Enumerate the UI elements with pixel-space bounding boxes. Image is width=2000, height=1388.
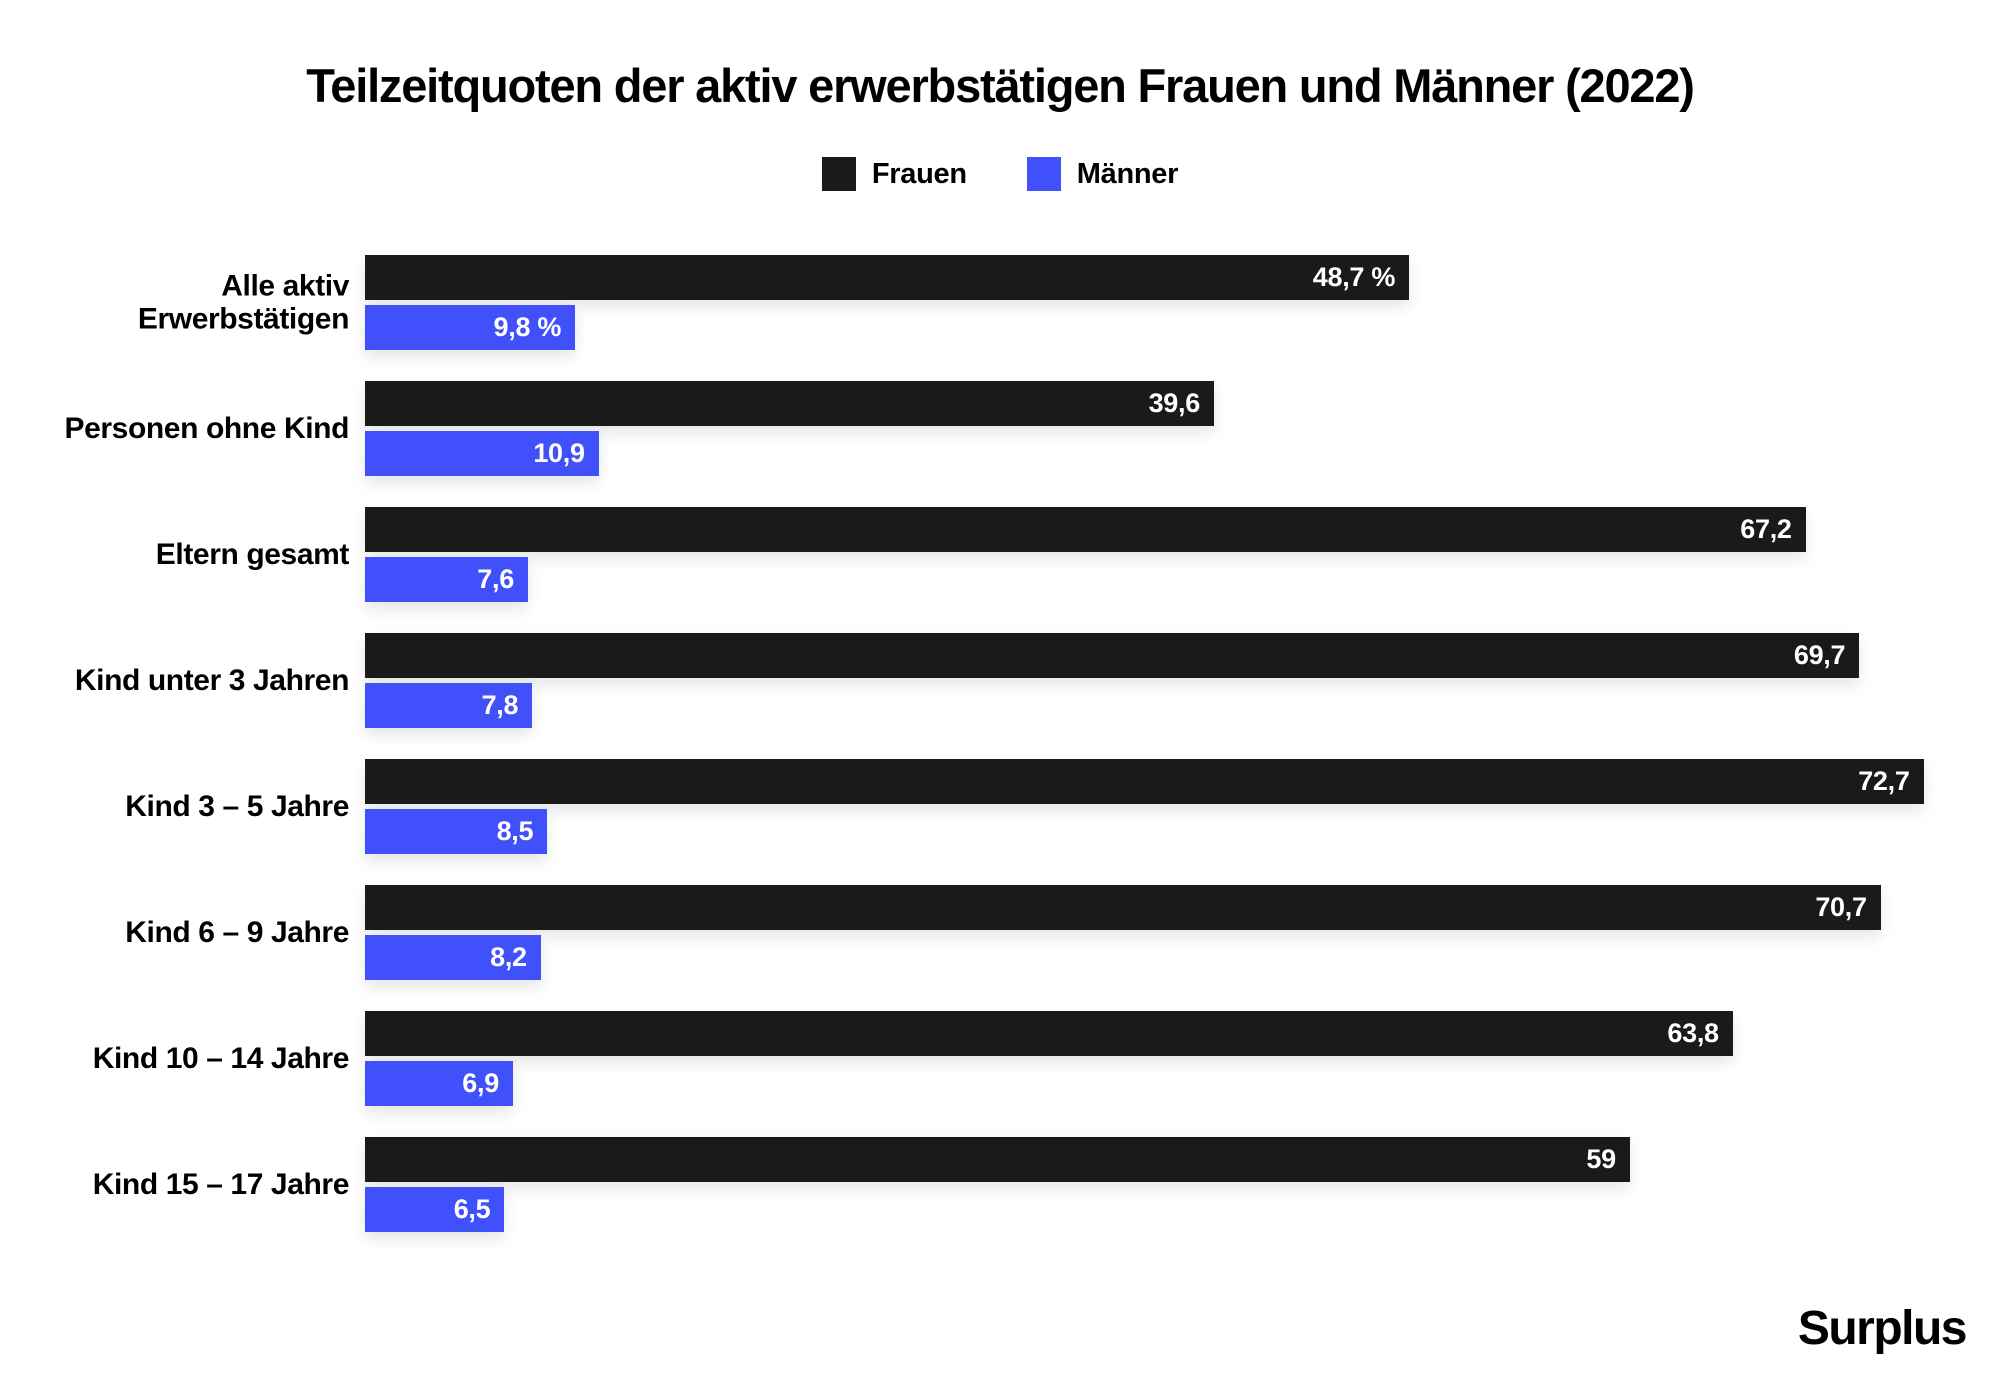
category-label: Kind 6 – 9 Jahre — [125, 915, 349, 949]
bar-maenner: 8,2 — [365, 935, 541, 980]
legend-label-maenner: Männer — [1076, 157, 1179, 190]
bar-value-label: 48,7 % — [1312, 262, 1396, 292]
bar-value-label: 70,7 — [1815, 892, 1867, 922]
bar-value-label: 6,5 — [453, 1194, 491, 1224]
bar-maenner: 7,8 — [365, 683, 533, 728]
chart-title: Teilzeitquoten der aktiv erwerbstätigen … — [306, 59, 1695, 112]
bar-value-label: 7,6 — [477, 564, 514, 594]
bar-frauen: 39,6 — [365, 381, 1214, 426]
bar-value-label: 69,7 — [1793, 640, 1846, 670]
bar-value-label: 72,7 — [1858, 766, 1910, 796]
legend: Frauen Männer — [0, 157, 2000, 191]
category-label: Kind unter 3 Jahren — [74, 663, 350, 697]
category-label: Alle aktiv Erwerbstätigen — [137, 268, 350, 336]
bar-maenner: 8,5 — [365, 809, 548, 854]
bar-chart: Alle aktiv Erwerbstätigen 48,7 % 9,8 % Pers… — [65, 255, 1960, 1232]
surplus-logo: Surplus — [1797, 1302, 1968, 1355]
category-label: Personen ohne Kind — [64, 411, 350, 445]
bar-frauen: 48,7 % — [365, 255, 1410, 300]
legend-item-maenner: Männer — [1026, 157, 1179, 191]
bar-maenner: 10,9 — [365, 431, 599, 476]
bar-value-label: 59 — [1586, 1144, 1616, 1174]
bar-value-label: 39,6 — [1148, 388, 1201, 418]
bar-value-label: 7,8 — [481, 690, 519, 720]
chart-row: Personen ohne Kind 39,6 10,9 — [65, 381, 1960, 476]
bar-frauen: 69,7 — [365, 633, 1860, 678]
bar-value-label: 9,8 % — [493, 312, 562, 342]
bar-frauen: 67,2 — [365, 507, 1806, 552]
category-label: Kind 15 – 17 Jahre — [92, 1167, 350, 1201]
bar-value-label: 8,5 — [496, 816, 534, 846]
bar-maenner: 6,9 — [365, 1061, 513, 1106]
category-label: Eltern gesamt — [155, 537, 350, 571]
maenner-swatch-icon — [1026, 157, 1061, 191]
chart-row: Kind 15 – 17 Jahre 59 6,5 — [93, 1137, 1960, 1232]
chart-row: Kind 10 – 14 Jahre 63,8 6,9 — [93, 1011, 1960, 1106]
bar-value-label: 67,2 — [1740, 514, 1792, 544]
chart-row: Eltern gesamt 67,2 7,6 — [156, 507, 1960, 602]
bar-maenner: 9,8 % — [365, 305, 576, 350]
bar-frauen: 70,7 — [365, 885, 1881, 930]
chart-row: Kind 6 – 9 Jahre 70,7 8,2 — [125, 885, 1960, 980]
legend-item-frauen: Frauen — [821, 157, 967, 191]
legend-label-frauen: Frauen — [871, 157, 967, 190]
bar-frauen: 59 — [365, 1137, 1630, 1182]
chart-row: Kind unter 3 Jahren 69,7 7,8 — [75, 633, 1960, 728]
bar-value-label: 10,9 — [533, 438, 585, 468]
category-label: Kind 3 – 5 Jahre — [125, 789, 349, 823]
category-label: Kind 10 – 14 Jahre — [92, 1041, 350, 1075]
bar-frauen: 72,7 — [365, 759, 1924, 804]
chart-row: Kind 3 – 5 Jahre 72,7 8,5 — [125, 759, 1960, 854]
bar-frauen: 63,8 — [365, 1011, 1733, 1056]
bar-maenner: 7,6 — [365, 557, 528, 602]
bar-maenner: 6,5 — [365, 1187, 505, 1232]
frauen-swatch-icon — [821, 157, 856, 191]
bar-value-label: 63,8 — [1667, 1018, 1719, 1048]
bar-value-label: 8,2 — [490, 942, 527, 972]
bar-value-label: 6,9 — [462, 1068, 499, 1098]
chart-row: Alle aktiv Erwerbstätigen 48,7 % 9,8 % — [138, 255, 1960, 350]
